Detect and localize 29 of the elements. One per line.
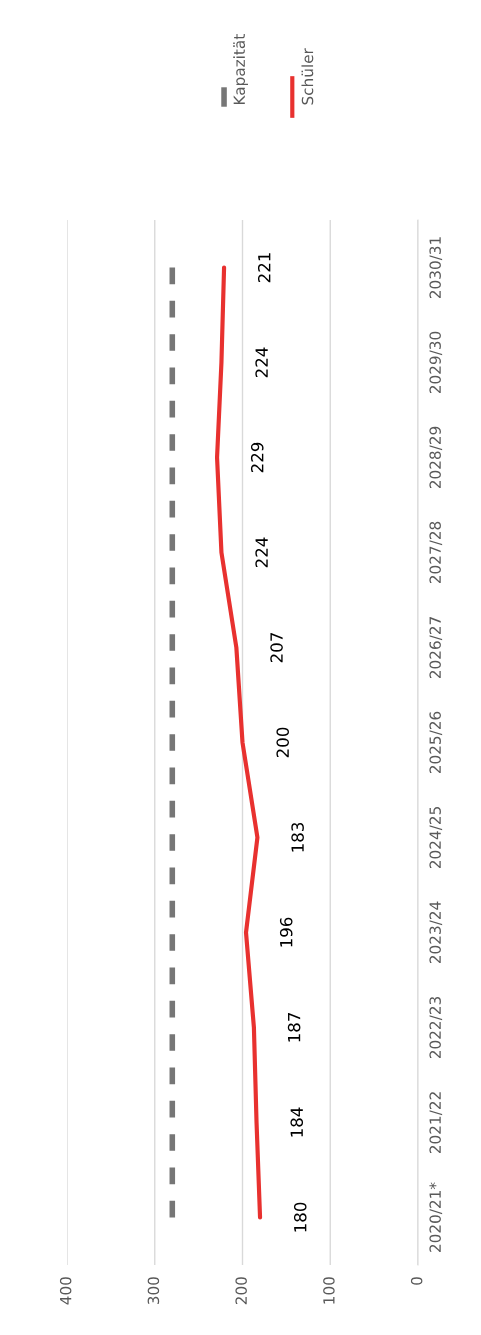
data-label: 180: [293, 1202, 307, 1232]
data-label: 224: [255, 347, 268, 378]
data-label: 224: [255, 537, 268, 568]
data-label: 229: [250, 442, 264, 473]
data-label: 200: [276, 727, 289, 758]
y-tick-label: 2029/30: [429, 331, 443, 394]
data-label: 183: [291, 822, 304, 852]
data-label: 184: [290, 1107, 304, 1137]
x-tick-label: 300: [147, 1277, 160, 1305]
y-tick-label: 2025/26: [429, 711, 443, 774]
x-tick-label: 200: [235, 1277, 247, 1305]
data-label: 221: [257, 253, 271, 283]
y-tick-label: 2020/21*: [429, 1182, 443, 1252]
y-tick-label: 2021/22: [429, 1092, 443, 1154]
data-label: 207: [270, 633, 283, 663]
text: Schüler: [301, 48, 314, 105]
data-label: 196: [279, 917, 293, 947]
y-tick-label: 2023/24: [429, 901, 443, 964]
y-tick-label: 2026/27: [429, 617, 443, 679]
y-tick-label: 2024/25: [429, 807, 443, 869]
x-tick-label: 100: [323, 1277, 335, 1304]
data-label: 187: [287, 1013, 301, 1042]
text: Kapazität: [233, 34, 248, 105]
x-tick-label: 0: [410, 1277, 423, 1285]
y-tick-label: 2030/31: [429, 237, 443, 299]
y-tick-label: 2022/23: [429, 996, 443, 1059]
x-tick-label: 400: [59, 1277, 72, 1305]
y-tick-label: 2028/29: [429, 426, 443, 489]
y-tick-label: 2027/28: [429, 521, 443, 584]
